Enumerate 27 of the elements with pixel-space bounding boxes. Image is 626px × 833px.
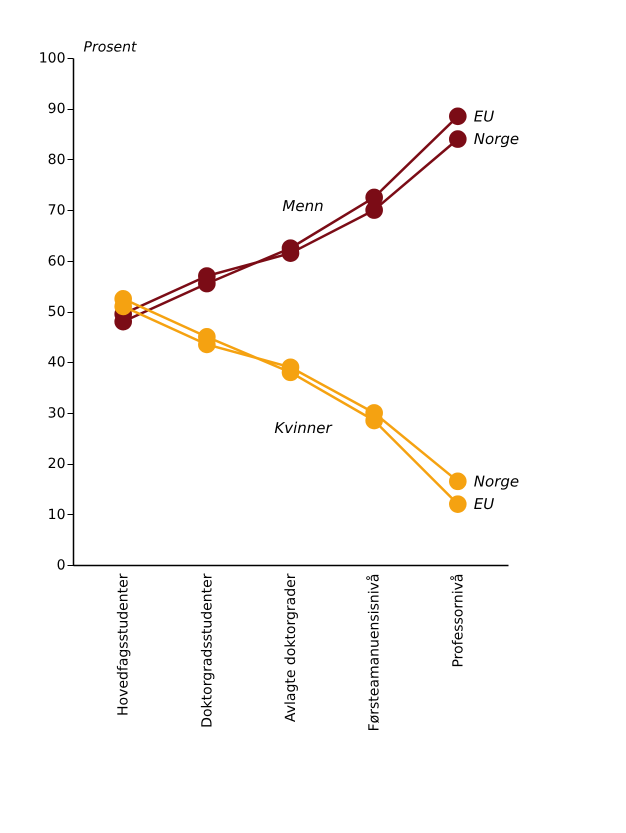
point	[448, 472, 467, 490]
series-label: EU	[474, 495, 494, 514]
x-tick-label: Førsteamanuensisnivå	[366, 574, 383, 732]
y-axis-title: Prosent	[84, 40, 138, 56]
x-tick-label: Doktorgradsstudenter	[199, 573, 216, 728]
point	[448, 108, 467, 126]
x-tick-label: Hovedfagsstudenter	[116, 573, 132, 716]
annotation: Kvinner	[274, 419, 332, 437]
y-tick-label: 10	[48, 506, 66, 523]
y-tick-label: 80	[48, 152, 66, 168]
series-label: Norge	[474, 130, 520, 148]
annotation: Menn	[282, 197, 324, 215]
y-tick-label: 40	[48, 354, 66, 371]
y-tick-label: 50	[48, 304, 66, 320]
y-tick-label: 100	[38, 50, 66, 66]
point	[448, 495, 467, 513]
y-tick-label: 90	[48, 101, 66, 118]
y-tick-label: 70	[48, 202, 66, 219]
x-tick-label: Professornivå	[449, 574, 466, 668]
x-tick-label: Avlagte doktorgrader	[283, 573, 299, 722]
series-label: Norge	[474, 472, 520, 490]
y-tick-label: 30	[48, 405, 66, 422]
point	[448, 130, 467, 148]
y-tick-label: 60	[48, 253, 66, 270]
y-tick-label: 20	[48, 456, 66, 472]
y-tick-label: 0	[56, 558, 66, 574]
series-label: EU	[474, 107, 494, 126]
